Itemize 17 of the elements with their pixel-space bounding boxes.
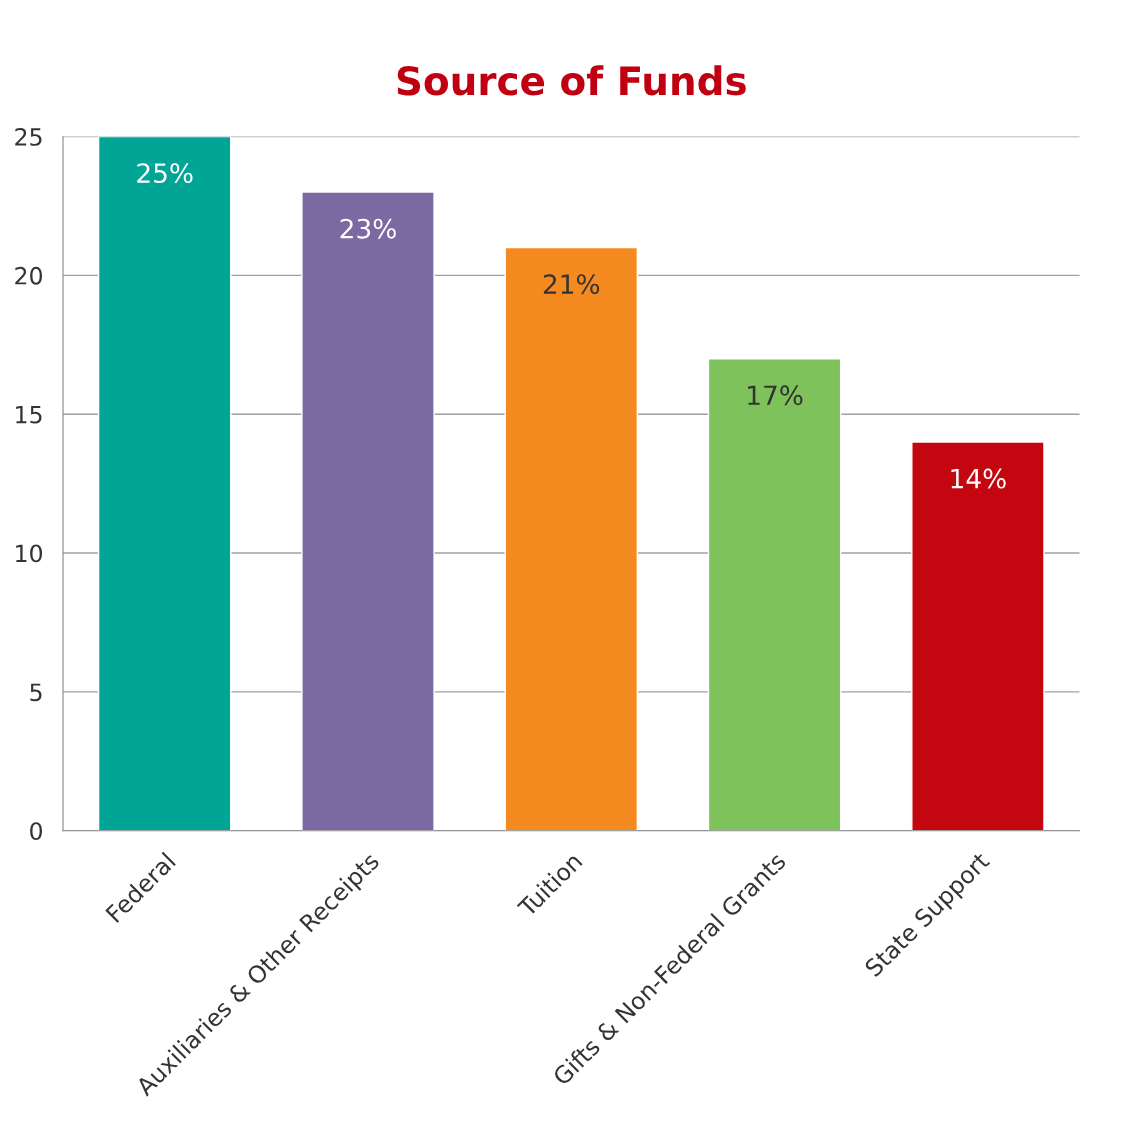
chart-title: Source of Funds [397, 65, 746, 96]
y-tick-label: 15 [16, 405, 42, 424]
bar [301, 191, 435, 831]
bar [911, 441, 1045, 831]
data-label: 17% [748, 385, 803, 406]
bar [707, 358, 842, 831]
data-label: 25% [137, 163, 193, 184]
y-tick-label: 5 [30, 683, 42, 702]
bar [504, 246, 639, 831]
y-tick-label: 20 [15, 266, 43, 285]
data-label: 23% [340, 218, 396, 239]
bar [97, 136, 232, 831]
data-label: 21% [543, 274, 600, 295]
y-tick-label: 25 [15, 128, 42, 146]
y-tick-label: 10 [16, 544, 43, 563]
y-tick-label: 0 [30, 822, 43, 841]
data-label: 14% [951, 468, 1006, 489]
